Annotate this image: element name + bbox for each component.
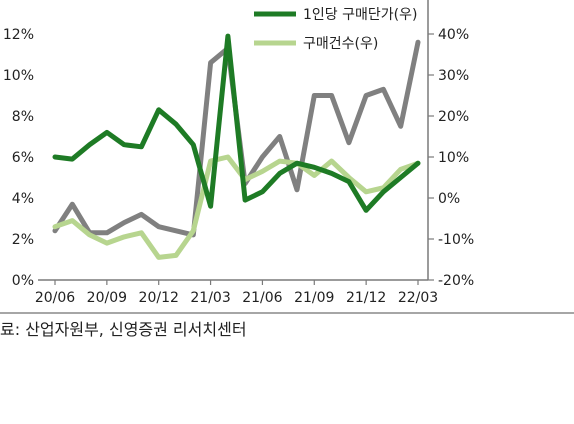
plot-frame <box>0 0 574 314</box>
x-tick-label: 21/03 <box>190 290 230 306</box>
legend: 1인당 구매단가(우) 구매건수(우) <box>254 7 417 52</box>
x-tick-label: 20/06 <box>35 290 75 306</box>
source-note: 료: 산업자원부, 신영증권 리서치센터 <box>0 320 247 339</box>
left-tick-label: 8% <box>12 109 34 125</box>
right-axis-ticks: -20% -10% 0% 10% 20% 30% 40% <box>428 27 474 289</box>
series-line-purchase-count <box>52 154 421 260</box>
left-tick-label: 6% <box>12 150 34 166</box>
series-layer <box>52 33 421 260</box>
legend-label: 구매건수(우) <box>303 36 378 52</box>
right-tick-label: 40% <box>438 27 469 43</box>
left-tick-label: 12% <box>3 27 34 43</box>
left-tick-label: 4% <box>12 191 34 207</box>
left-tick-label: 0% <box>12 273 34 289</box>
x-tick-label: 22/03 <box>398 290 438 306</box>
right-tick-label: 0% <box>438 191 460 207</box>
x-tick-label: 21/06 <box>242 290 282 306</box>
x-tick-label: 20/12 <box>139 290 179 306</box>
right-tick-label: 20% <box>438 109 469 125</box>
left-tick-label: 10% <box>3 68 34 84</box>
x-tick-label: 20/09 <box>87 290 127 306</box>
x-tick-label: 21/12 <box>346 290 386 306</box>
right-tick-label: 10% <box>438 150 469 166</box>
right-tick-label: -10% <box>438 232 474 248</box>
series-line-unit-price <box>52 33 421 213</box>
right-tick-label: 30% <box>438 68 469 84</box>
right-tick-label: -20% <box>438 273 474 289</box>
left-axis-ticks: 0% 2% 4% 6% 8% 10% 12% <box>3 27 34 289</box>
x-axis-ticks: 20/06 20/09 20/12 21/03 21/06 21/09 21/12 22/03 <box>35 280 438 306</box>
left-tick-label: 2% <box>12 232 34 248</box>
legend-label: 1인당 구매단가(우) <box>303 7 417 23</box>
x-tick-label: 21/09 <box>294 290 334 306</box>
